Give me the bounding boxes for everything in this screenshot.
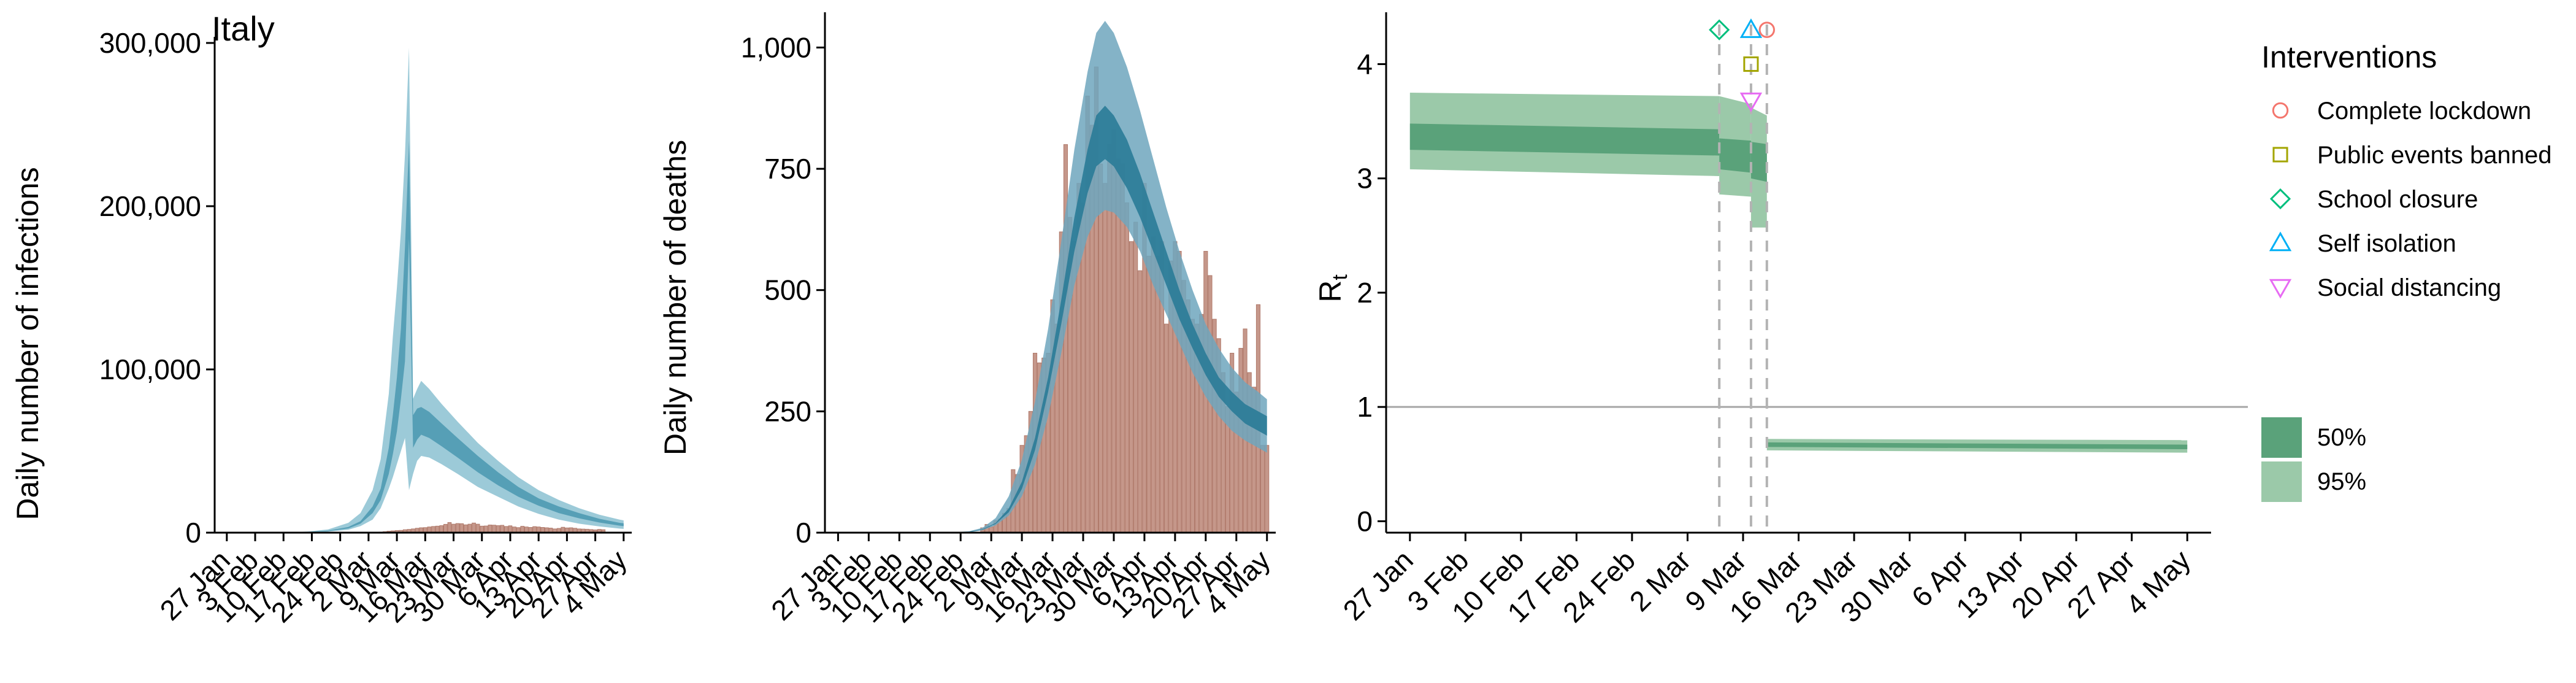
y-tick-label: 0 (185, 517, 201, 549)
deaths-panel: Daily number of deaths 02505007501,00027… (658, 12, 1276, 628)
legend-label: 50% (2317, 424, 2366, 451)
bar (480, 525, 485, 533)
band-50 (287, 141, 624, 533)
legend-marker (2272, 147, 2288, 163)
legend-items: Complete lockdown Public events banned Sch… (2269, 98, 2552, 301)
interventions-legend: Interventions Complete lockdown Public ev… (2261, 40, 2552, 502)
bar (467, 523, 472, 533)
bar (520, 526, 525, 533)
bar (1098, 163, 1103, 533)
bar (451, 523, 456, 533)
y-tick-label: 100,000 (99, 353, 201, 385)
legend-label: Social distancing (2317, 274, 2501, 301)
bar (1260, 445, 1265, 533)
y-tick-label: 750 (764, 153, 811, 185)
bar (439, 525, 444, 533)
bar (447, 522, 452, 533)
legend-marker (2269, 188, 2291, 210)
bar (496, 525, 500, 533)
infections-panel: Italy Daily number of infections 0 100,00… (10, 9, 633, 628)
y-tick-label: 1,000 (741, 31, 811, 63)
bar (463, 524, 468, 533)
rt-band-50 (1719, 138, 1751, 173)
y-tick-label: 200,000 (99, 190, 201, 222)
band-95 (287, 48, 624, 533)
legend-label: Public events banned (2317, 142, 2552, 169)
rt-label-main: R (1313, 280, 1347, 303)
y-axis-title: Daily number of deaths (658, 140, 692, 455)
rt-label-subscript: t (1328, 274, 1352, 280)
x-tick-label: 4 May (2120, 544, 2196, 620)
legend-marker (2269, 279, 2292, 299)
y-tick-label: 3 (1357, 163, 1373, 195)
y-tick-label: 1 (1357, 391, 1373, 423)
y-tick-label: 0 (1357, 505, 1373, 537)
intervention-marker (1743, 56, 1759, 72)
bar (1146, 255, 1151, 533)
y-axis-title: Daily number of infections (10, 167, 45, 520)
rt-band-50 (1409, 123, 1720, 156)
bar (435, 525, 440, 533)
bar (1164, 323, 1169, 533)
legend-swatch (2261, 417, 2302, 458)
legend-label: Self isolation (2317, 230, 2456, 257)
bar (472, 522, 476, 533)
x-tick-label: 2 Mar (1623, 544, 1697, 617)
y-tick-label: 0 (795, 517, 811, 549)
bar (475, 523, 480, 533)
y-tick-label: 300,000 (99, 27, 201, 59)
bar (508, 525, 513, 533)
bar (1138, 270, 1143, 533)
intervention-marker (1739, 18, 1763, 38)
y-tick-label: 500 (764, 274, 811, 306)
bar (1265, 445, 1270, 533)
legend-label: 95% (2317, 468, 2366, 495)
bar (459, 523, 464, 533)
bar (455, 523, 460, 533)
intervention-marker (1758, 21, 1775, 38)
bar (1103, 183, 1108, 533)
y-tick-label: 250 (764, 395, 811, 427)
bar (443, 523, 448, 533)
bar (504, 526, 508, 533)
bar (431, 526, 435, 533)
panel-title: Italy (212, 9, 275, 48)
bar (492, 525, 496, 533)
bar (488, 524, 493, 533)
intervention-marker (1739, 92, 1763, 112)
legend-title: Interventions (2261, 40, 2437, 74)
bar (500, 525, 505, 533)
x-tick-label: 27 Jan (1336, 544, 1419, 626)
legend-marker (2269, 231, 2292, 252)
legend-label: School closure (2317, 186, 2478, 213)
bar (1238, 348, 1243, 533)
rt-band-50 (1750, 142, 1767, 182)
legend-swatch (2261, 461, 2302, 502)
bar (1124, 202, 1129, 533)
intervention-marker (1709, 19, 1730, 41)
bar (483, 525, 488, 533)
bar (1133, 222, 1138, 533)
legend-bands: 50% 95% (2261, 417, 2366, 502)
y-axis-title: Rt (1313, 274, 1352, 303)
y-tick-label: 2 (1357, 277, 1373, 309)
legend-label: Complete lockdown (2317, 98, 2531, 125)
bar (1129, 241, 1134, 533)
y-tick-label: 4 (1357, 48, 1373, 80)
legend-marker (2272, 102, 2289, 119)
rt-band-50 (1766, 442, 2188, 450)
